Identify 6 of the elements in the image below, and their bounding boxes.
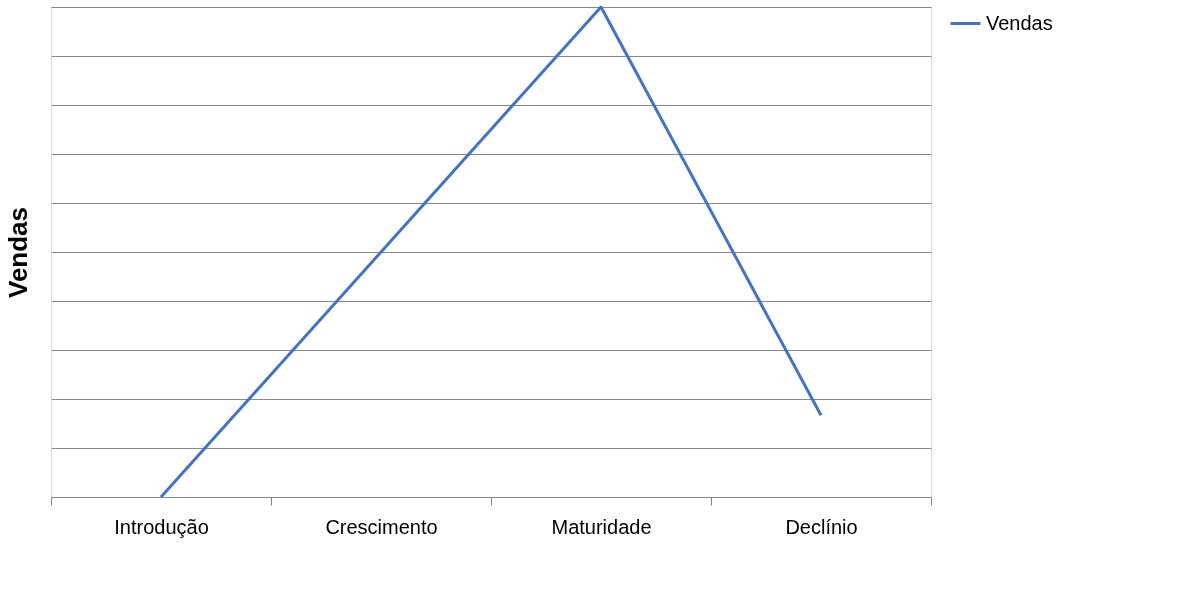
x-tick-label: Maturidade — [551, 515, 652, 538]
y-axis-title: Vendas — [2, 206, 33, 299]
x-tick-label: Declínio — [785, 515, 858, 538]
legend-label: Vendas — [986, 11, 1053, 34]
x-tick-label: Crescimento — [325, 515, 438, 538]
x-tick-label: Introdução — [114, 515, 209, 538]
